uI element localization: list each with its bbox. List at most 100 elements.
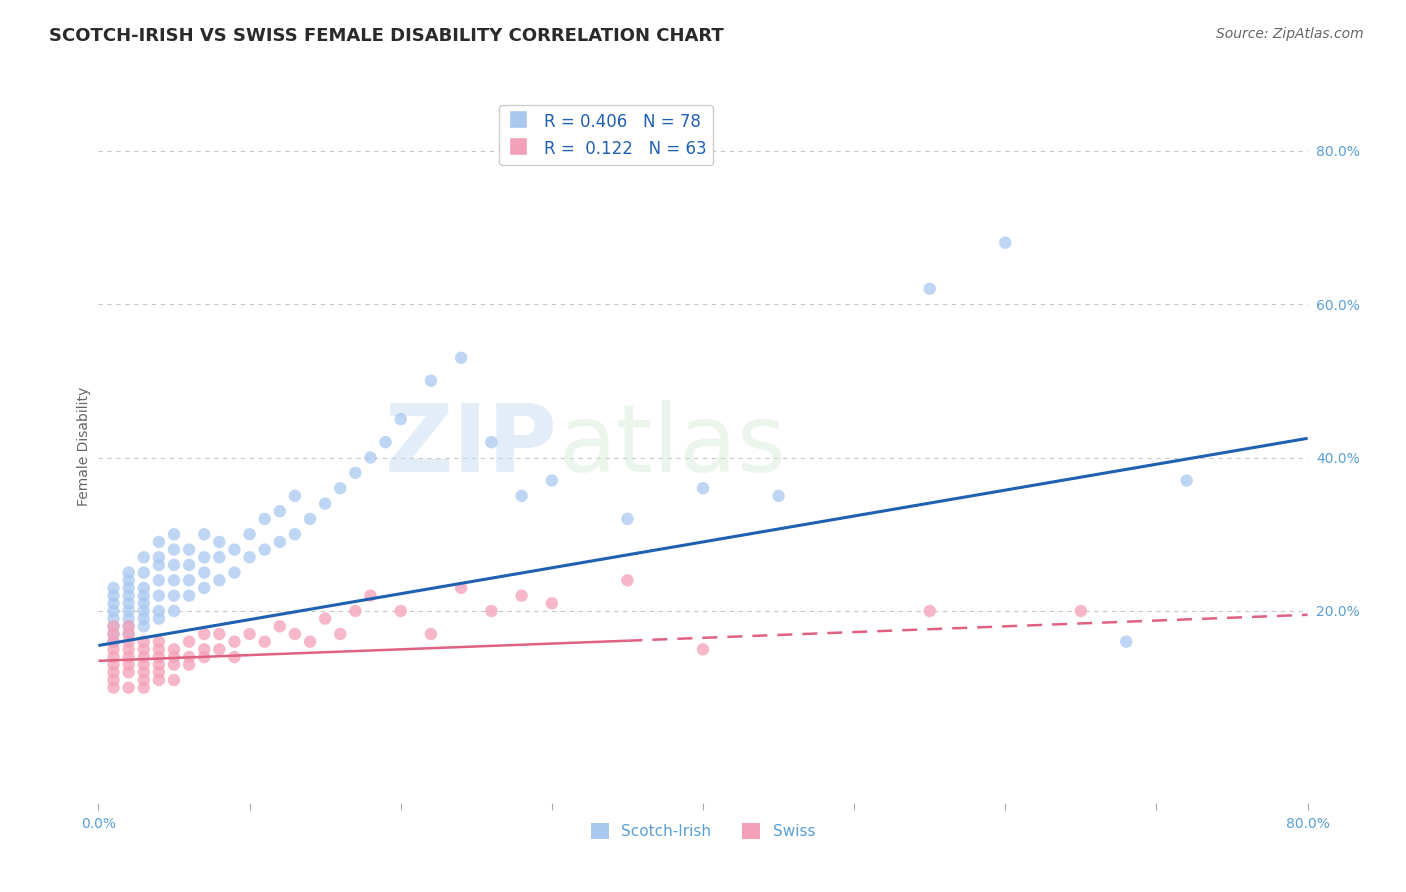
Text: Source: ZipAtlas.com: Source: ZipAtlas.com — [1216, 27, 1364, 41]
Point — [103, 619, 125, 633]
Point — [692, 481, 714, 495]
Point — [148, 650, 170, 665]
Point — [103, 627, 125, 641]
Point — [103, 657, 125, 672]
Point — [208, 642, 231, 657]
Point — [284, 527, 307, 541]
Point — [329, 627, 352, 641]
Point — [103, 612, 125, 626]
Point — [148, 673, 170, 687]
Point — [163, 657, 186, 672]
Point — [118, 619, 141, 633]
Point — [163, 673, 186, 687]
Point — [299, 512, 322, 526]
Point — [118, 612, 141, 626]
Point — [163, 574, 186, 588]
Point — [179, 542, 201, 557]
Point — [1070, 604, 1092, 618]
Point — [193, 527, 215, 541]
Point — [132, 596, 155, 610]
Point — [132, 589, 155, 603]
Point — [481, 435, 503, 450]
Point — [420, 374, 443, 388]
Point — [148, 642, 170, 657]
Point — [148, 657, 170, 672]
Point — [540, 596, 562, 610]
Point — [118, 566, 141, 580]
Point — [103, 634, 125, 648]
Point — [239, 627, 262, 641]
Point — [148, 604, 170, 618]
Point — [193, 550, 215, 565]
Point — [118, 634, 141, 648]
Point — [374, 435, 396, 450]
Point — [118, 665, 141, 680]
Point — [269, 619, 291, 633]
Point — [224, 650, 246, 665]
Point — [253, 542, 276, 557]
Point — [314, 612, 336, 626]
Point — [193, 627, 215, 641]
Point — [132, 604, 155, 618]
Point — [118, 650, 141, 665]
Point — [103, 596, 125, 610]
Point — [329, 481, 352, 495]
Point — [163, 527, 186, 541]
Point — [239, 527, 262, 541]
Point — [103, 589, 125, 603]
Point — [208, 550, 231, 565]
Point — [344, 604, 367, 618]
Point — [132, 657, 155, 672]
Point — [132, 665, 155, 680]
Point — [179, 634, 201, 648]
Point — [132, 581, 155, 595]
Point — [918, 282, 941, 296]
Point — [224, 542, 246, 557]
Point — [148, 612, 170, 626]
Point — [208, 627, 231, 641]
Point — [239, 550, 262, 565]
Point — [299, 634, 322, 648]
Point — [360, 589, 382, 603]
Point — [103, 604, 125, 618]
Point — [118, 596, 141, 610]
Point — [1175, 474, 1198, 488]
Point — [132, 634, 155, 648]
Point — [179, 558, 201, 572]
Point — [1115, 634, 1137, 648]
Point — [918, 604, 941, 618]
Point — [360, 450, 382, 465]
Point — [148, 558, 170, 572]
Point — [179, 589, 201, 603]
Point — [132, 550, 155, 565]
Point — [103, 634, 125, 648]
Point — [118, 681, 141, 695]
Text: ZIP: ZIP — [385, 400, 558, 492]
Point — [163, 650, 186, 665]
Point — [132, 642, 155, 657]
Point — [481, 604, 503, 618]
Point — [103, 673, 125, 687]
Point — [148, 574, 170, 588]
Point — [163, 558, 186, 572]
Point — [540, 474, 562, 488]
Point — [118, 657, 141, 672]
Point — [193, 566, 215, 580]
Point — [179, 650, 201, 665]
Point — [148, 634, 170, 648]
Point — [389, 412, 412, 426]
Point — [103, 619, 125, 633]
Point — [103, 642, 125, 657]
Point — [118, 574, 141, 588]
Point — [103, 581, 125, 595]
Point — [208, 574, 231, 588]
Point — [132, 681, 155, 695]
Point — [103, 650, 125, 665]
Point — [148, 535, 170, 549]
Point — [616, 574, 638, 588]
Point — [510, 489, 533, 503]
Point — [224, 634, 246, 648]
Legend: Scotch-Irish, Swiss: Scotch-Irish, Swiss — [585, 817, 821, 845]
Point — [163, 604, 186, 618]
Point — [284, 627, 307, 641]
